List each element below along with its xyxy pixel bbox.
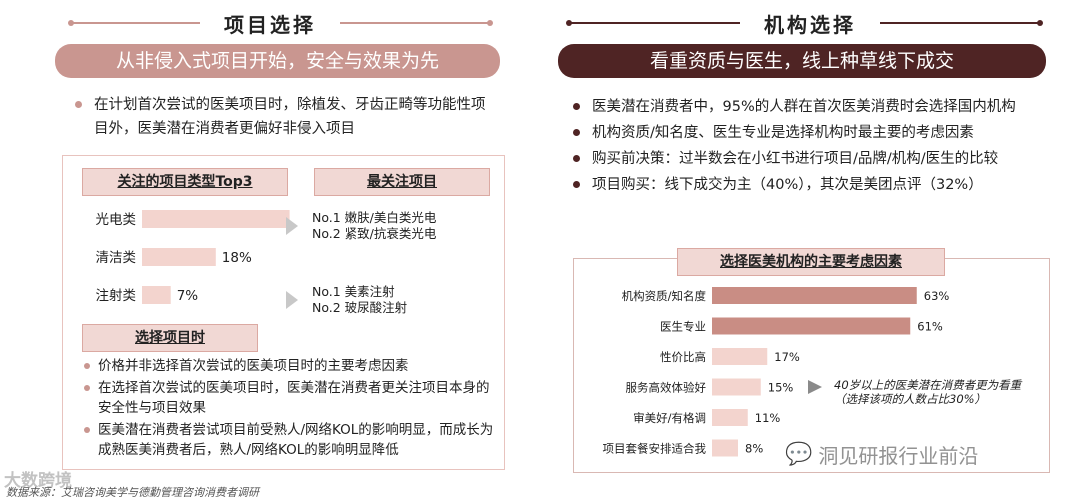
institution-factor-chart: 机构资质/知名度 63% 医生专业 61% 性价比高 17% 服务高效体验好 15% 审美好/有… bbox=[603, 287, 950, 457]
right-banner: 看重资质与医生，线上种草线下成交 bbox=[558, 44, 1046, 78]
wechat-account-name: 洞见研报行业前沿 bbox=[818, 444, 979, 468]
watermark-logo: 大数跨境 bbox=[4, 466, 72, 491]
wechat-watermark: 💬 洞见研报行业前沿 bbox=[785, 440, 978, 469]
right-bullet-text: 医美潜在消费者中，95%的人群在首次医美消费时会选择国内机构 bbox=[592, 99, 1016, 115]
value-label: 8% bbox=[745, 442, 763, 456]
annotation-text: 40岁以上的医美潜在消费者更为看重（选择该项的人数占比30%） bbox=[834, 378, 1022, 406]
category-label: 项目套餐安排适合我 bbox=[603, 442, 707, 456]
bar bbox=[712, 439, 738, 457]
category-label: 服务高效体验好 bbox=[626, 381, 707, 395]
right-bullet-text: 机构资质/知名度、医生专业是选择机构时最主要的考虑因素 bbox=[592, 125, 974, 141]
choose-item-text: 价格并非选择首次尝试的医美项目时的主要考虑因素 bbox=[98, 358, 409, 374]
left-intro-text: 在计划首次尝试的医美项目时，除植发、牙齿正畸等功能性项目外，医美潜在消费者更偏好… bbox=[94, 97, 486, 137]
right-bullet-list: 医美潜在消费者中，95%的人群在首次医美消费时会选择国内机构 机构资质/知名度、… bbox=[573, 95, 1053, 197]
title-rule-dot-right bbox=[566, 20, 572, 26]
watermark-text: 大数跨境 bbox=[4, 471, 72, 491]
bullet-dot bbox=[75, 101, 82, 108]
arrow-right-icon bbox=[808, 380, 822, 394]
wechat-icon: 💬 bbox=[785, 442, 813, 467]
arrow-right-icon bbox=[286, 291, 298, 309]
bullet-dot bbox=[84, 385, 90, 391]
category-label: 机构资质/知名度 bbox=[622, 289, 707, 303]
value-label: 15% bbox=[768, 381, 794, 395]
category-label: 性价比高 bbox=[660, 350, 706, 364]
left-panel bbox=[62, 155, 505, 470]
value-label: 63% bbox=[924, 289, 950, 303]
title-rule-right-a bbox=[570, 22, 740, 24]
value-label: 17% bbox=[774, 350, 800, 364]
left-intro: 在计划首次尝试的医美项目时，除植发、牙齿正畸等功能性项目外，医美潜在消费者更偏好… bbox=[75, 93, 495, 141]
value-label: 11% bbox=[755, 411, 781, 425]
bullet-dot bbox=[573, 181, 580, 188]
top-project-item: No.1 嫩肤/美白类光电 bbox=[312, 210, 437, 225]
choose-item-text: 医美潜在消费者尝试项目前受熟人/网络KOL的影响明显，而成长为成熟医美消费者后，… bbox=[98, 422, 494, 458]
top-project-item: No.1 美素注射 bbox=[312, 284, 395, 299]
right-bullet-text: 项目购买：线下成交为主（40%），其次是美团点评（32%） bbox=[592, 177, 983, 193]
institution-factor-header: 选择医美机构的主要考虑因素 bbox=[677, 248, 945, 276]
value-label: 18% bbox=[222, 250, 252, 266]
list-item: 医美潜在消费者尝试项目前受熟人/网络KOL的影响明显，而成长为成熟医美消费者后，… bbox=[84, 420, 494, 460]
right-section-title: 机构选择 bbox=[764, 13, 856, 37]
top-project-header: 最关注项目 bbox=[314, 168, 490, 196]
bullet-dot bbox=[84, 427, 90, 433]
top-project-list-1: No.1 嫩肤/美白类光电 No.2 紧致/抗衰类光电 bbox=[312, 210, 436, 242]
arrow-right-icon bbox=[286, 217, 298, 235]
bullet-dot bbox=[573, 155, 580, 162]
bar bbox=[712, 409, 748, 426]
top-project-list-2: No.1 美素注射 No.2 玻尿酸注射 bbox=[312, 284, 407, 316]
title-rule-dot-left bbox=[68, 20, 74, 26]
top-project-item: No.2 紧致/抗衰类光电 bbox=[312, 226, 437, 241]
category-label: 医生专业 bbox=[660, 320, 706, 334]
bar bbox=[712, 378, 761, 396]
project-type-header: 关注的项目类型Top3 bbox=[82, 168, 288, 196]
right-bullet-text: 购买前决策：过半数会在小红书进行项目/品牌/机构/医生的比较 bbox=[592, 151, 999, 167]
left-banner: 从非侵入式项目开始，安全与效果为先 bbox=[55, 44, 500, 78]
list-item: 项目购买：线下成交为主（40%），其次是美团点评（32%） bbox=[573, 173, 1053, 197]
bar bbox=[712, 317, 911, 335]
category-label: 注射类 bbox=[96, 288, 137, 304]
source-note: 数据来源：艾瑞咨询美学与德勤管理咨询消费者调研 bbox=[6, 486, 259, 499]
category-label: 光电类 bbox=[96, 212, 137, 228]
title-rule-left-a bbox=[72, 22, 200, 24]
list-item: 价格并非选择首次尝试的医美项目时的主要考虑因素 bbox=[84, 356, 494, 376]
value-label: 61% bbox=[917, 320, 943, 334]
category-label: 审美好/有格调 bbox=[633, 411, 706, 425]
bar bbox=[142, 248, 216, 266]
choose-project-list: 价格并非选择首次尝试的医美项目时的主要考虑因素 在选择首次尝试的医美项目时，医美… bbox=[84, 356, 494, 460]
title-rule-left-b bbox=[340, 22, 488, 24]
choose-project-header: 选择项目时 bbox=[82, 324, 258, 352]
list-item: 购买前决策：过半数会在小红书进行项目/品牌/机构/医生的比较 bbox=[573, 147, 1053, 171]
value-label: 7% bbox=[177, 288, 199, 304]
list-item: 机构资质/知名度、医生专业是选择机构时最主要的考虑因素 bbox=[573, 121, 1053, 145]
bar bbox=[712, 348, 768, 365]
list-item: 在选择首次尝试的医美项目时，医美潜在消费者更关注项目本身的安全性与项目效果 bbox=[84, 378, 494, 418]
top-project-item: No.2 玻尿酸注射 bbox=[312, 300, 408, 315]
category-label: 清洁类 bbox=[96, 250, 137, 266]
bullet-dot bbox=[573, 103, 580, 110]
title-rule-right-b bbox=[880, 22, 1038, 24]
title-rule-dot-left-end bbox=[487, 20, 493, 26]
bullet-dot bbox=[84, 363, 90, 369]
bar bbox=[142, 210, 290, 228]
bar bbox=[712, 287, 917, 304]
choose-item-text: 在选择首次尝试的医美项目时，医美潜在消费者更关注项目本身的安全性与项目效果 bbox=[98, 380, 490, 416]
left-section-title: 项目选择 bbox=[224, 13, 316, 37]
title-rule-dot-right-end bbox=[1037, 20, 1043, 26]
bar bbox=[142, 286, 171, 304]
bullet-dot bbox=[573, 129, 580, 136]
list-item: 医美潜在消费者中，95%的人群在首次医美消费时会选择国内机构 bbox=[573, 95, 1053, 119]
